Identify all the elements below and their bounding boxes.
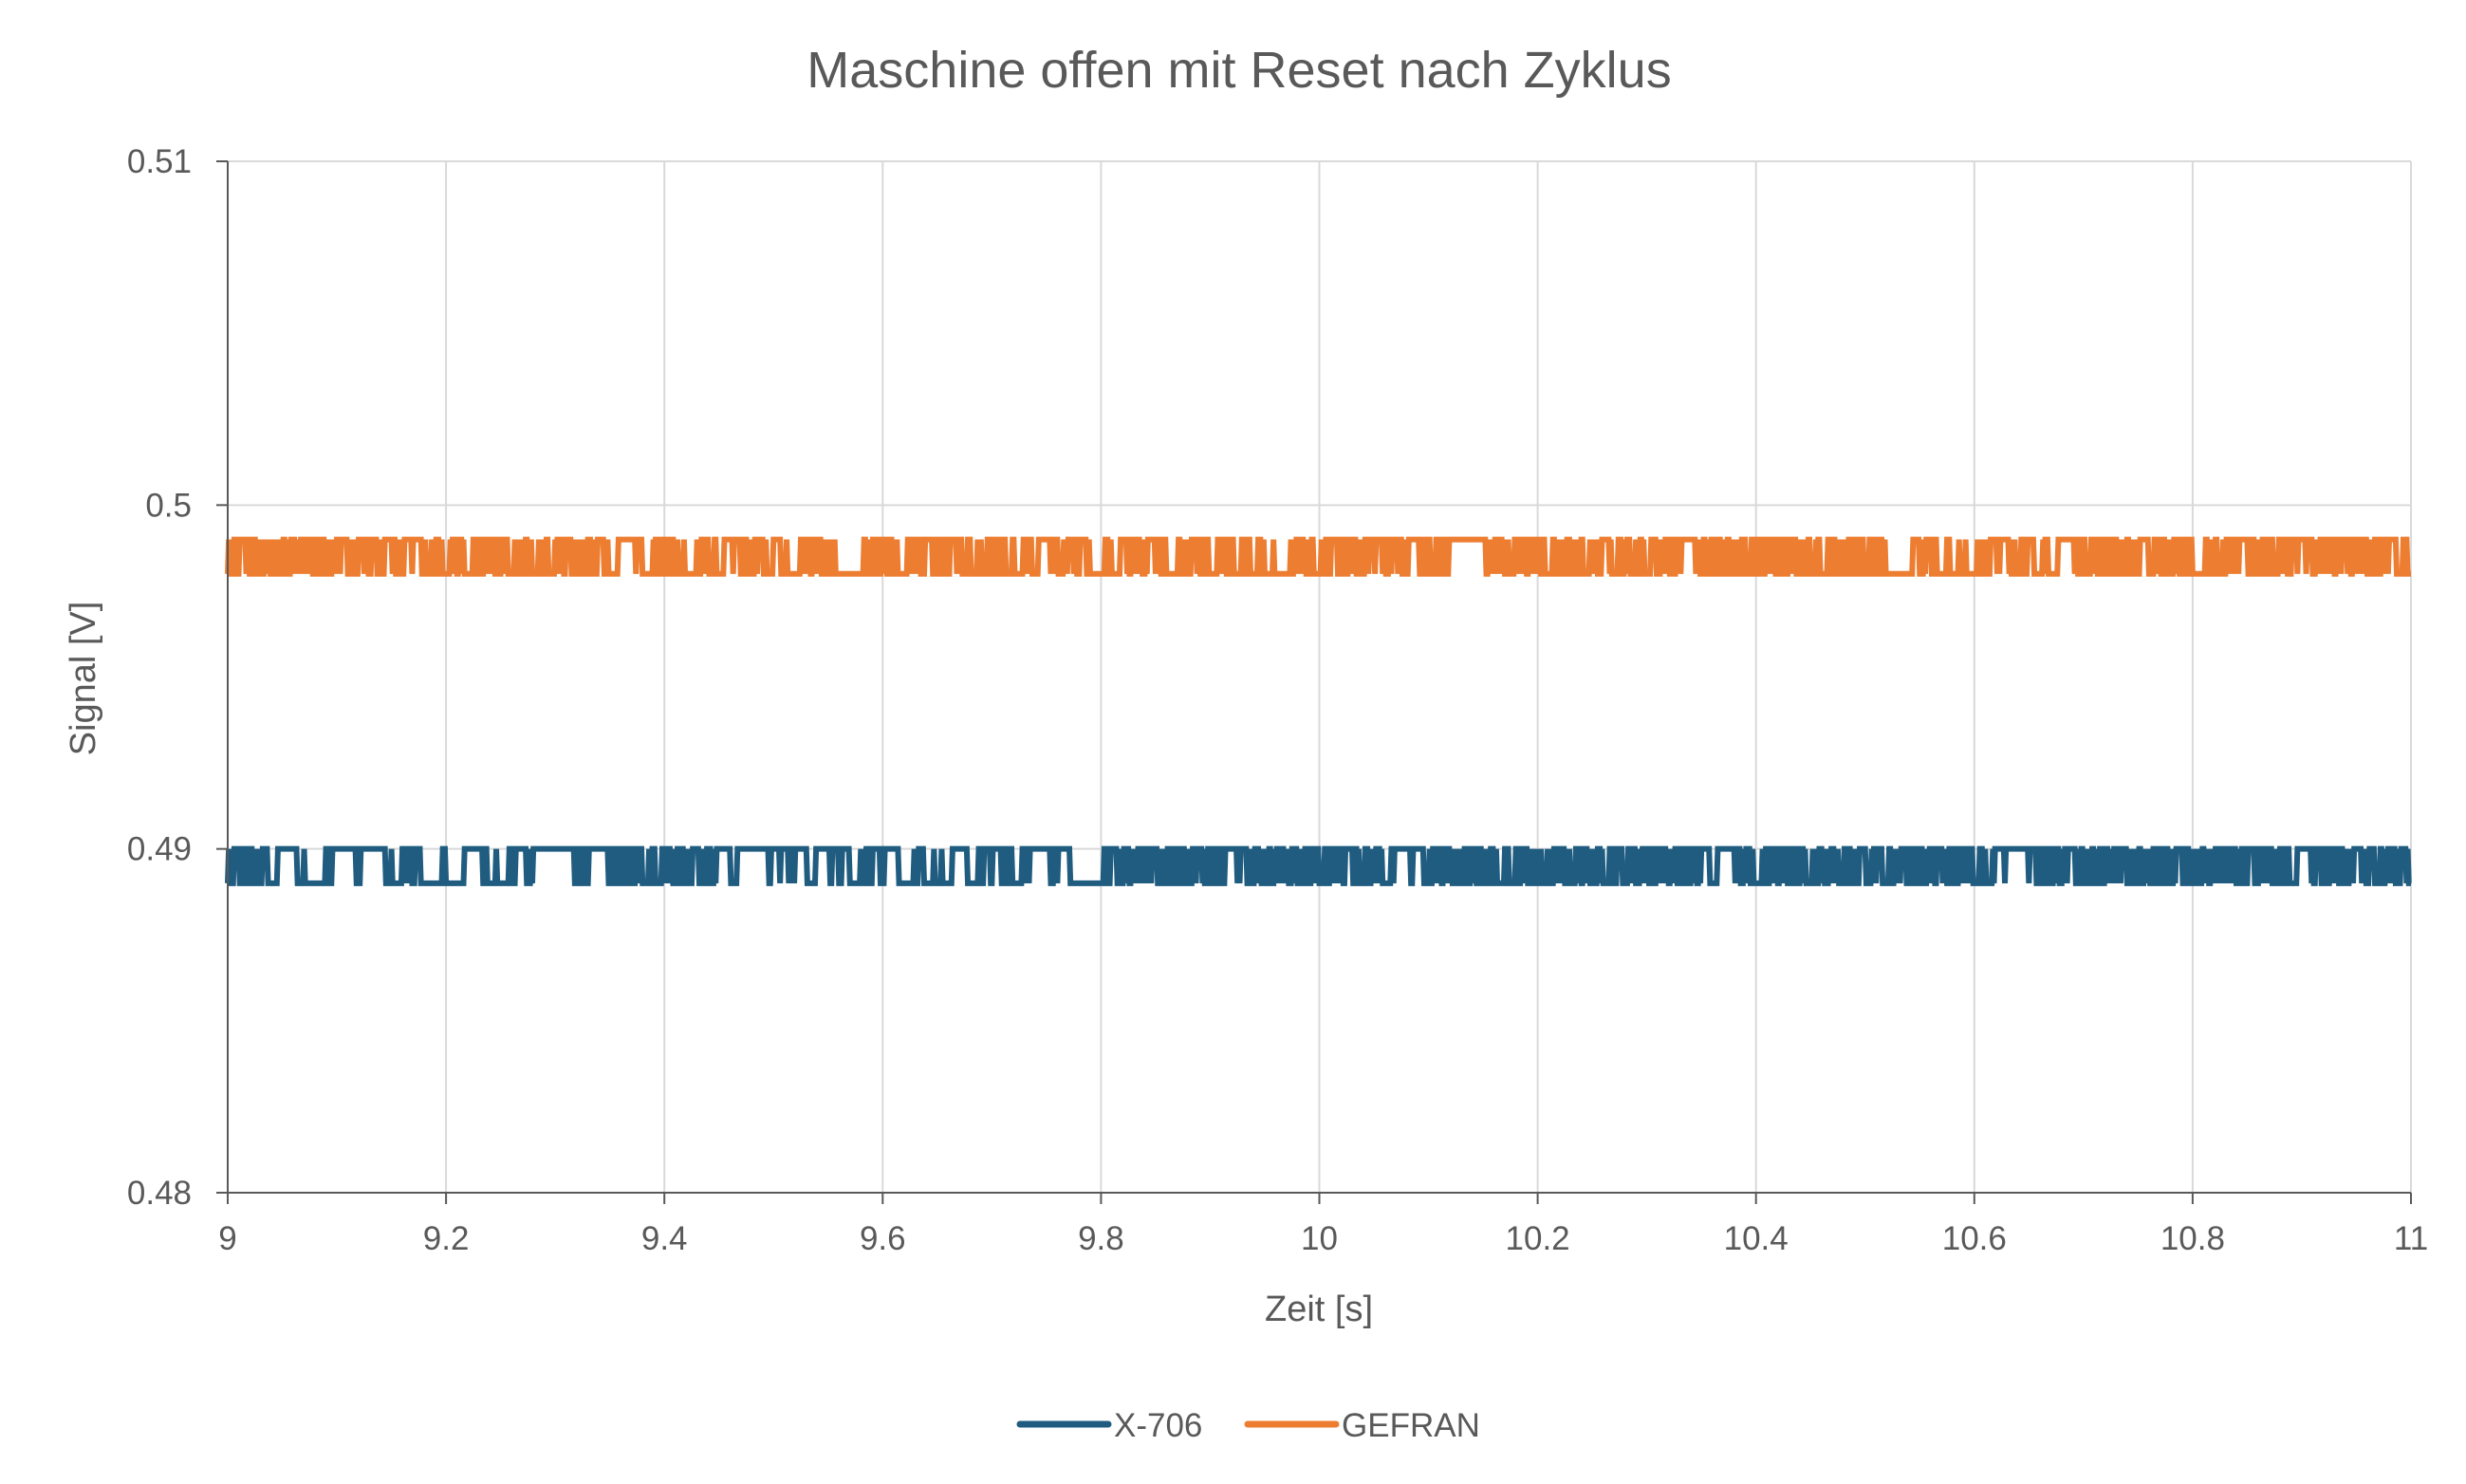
legend-label-gefran: GEFRAN xyxy=(1342,1407,1480,1444)
y-tick-label: 0.5 xyxy=(145,487,192,524)
chart-title: Maschine offen mit Reset nach Zyklus xyxy=(807,42,1671,99)
axes xyxy=(216,160,2412,1204)
x-tick-label: 10.4 xyxy=(1724,1220,1789,1257)
legend-label-x-706: X-706 xyxy=(1114,1407,1202,1444)
y-tick-labels: 0.48 0.49 0.5 0.51 xyxy=(127,143,192,1212)
x-tick-label: 10.8 xyxy=(2160,1220,2225,1257)
x-tick-label: 10 xyxy=(1301,1220,1338,1257)
y-tick-label: 0.48 xyxy=(127,1175,192,1212)
x-tick-label: 10.2 xyxy=(1506,1220,1570,1257)
x-tick-label: 9.4 xyxy=(641,1220,688,1257)
y-axis-title: Signal [V] xyxy=(64,602,103,756)
y-tick-label: 0.49 xyxy=(127,831,192,868)
x-tick-label: 9 xyxy=(218,1220,236,1257)
legend: X-706 GEFRAN xyxy=(1016,1407,1480,1444)
x-tick-label: 9.2 xyxy=(423,1220,470,1257)
x-tick-label: 9.6 xyxy=(860,1220,906,1257)
y-tick-label: 0.51 xyxy=(127,143,192,180)
series-line-gefran xyxy=(225,536,2411,577)
x-tick-label: 10.6 xyxy=(1942,1220,2007,1257)
x-axis-title: Zeit [s] xyxy=(1265,1289,1373,1329)
x-tick-labels: 9 9.2 9.4 9.6 9.8 10 10.2 10.4 10.6 10.8 11 xyxy=(218,1220,2428,1257)
series-line-x-706 xyxy=(225,845,2412,886)
series-lines xyxy=(225,536,2412,886)
x-tick-label: 11 xyxy=(2394,1220,2428,1257)
x-tick-label: 9.8 xyxy=(1078,1220,1124,1257)
